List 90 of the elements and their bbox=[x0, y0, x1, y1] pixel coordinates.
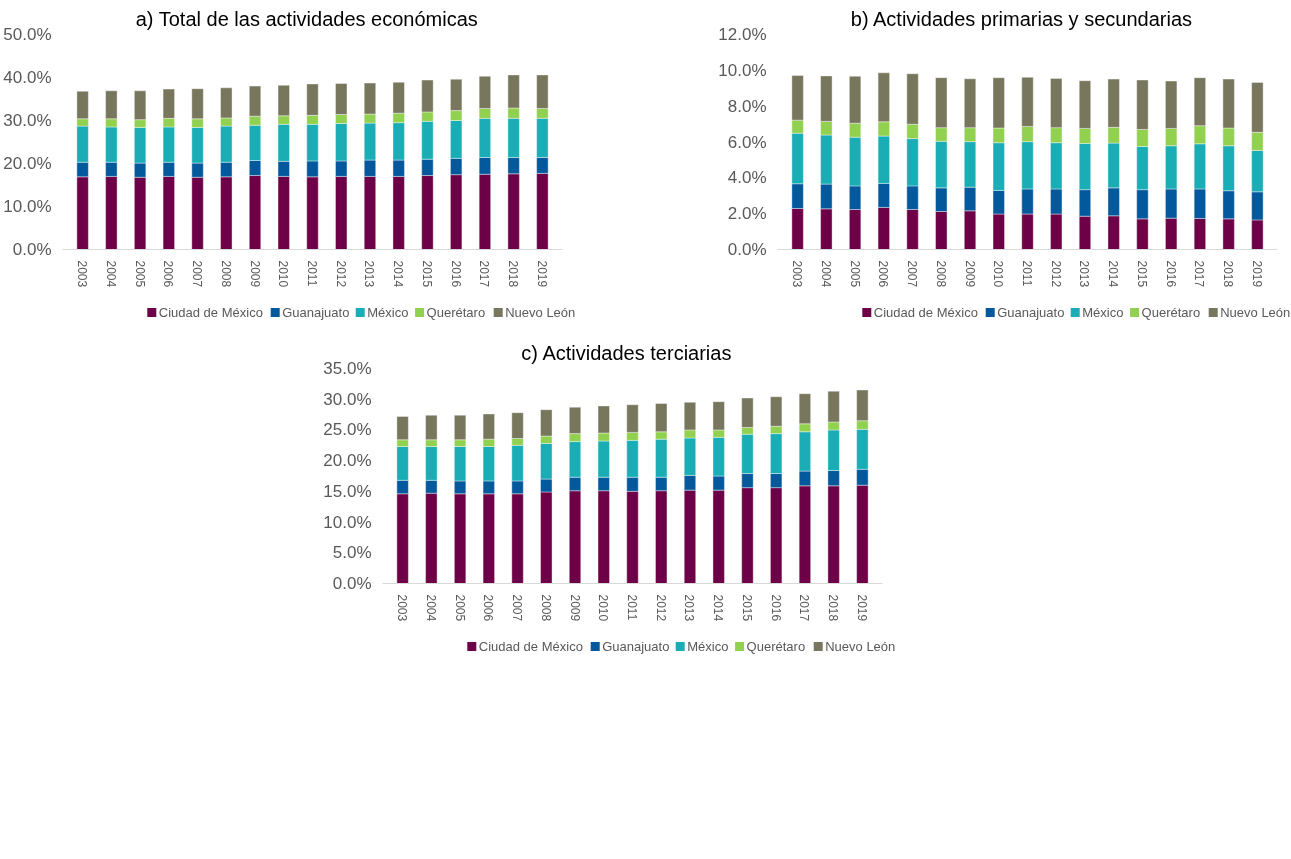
x-tick-label: 2009 bbox=[567, 594, 582, 622]
x-tick-label: 2011 bbox=[625, 594, 639, 621]
y-tick-label: 35.0% bbox=[323, 359, 372, 378]
x-tick-label: 2017 bbox=[477, 260, 492, 288]
x-tick-label: 2008 bbox=[538, 594, 553, 622]
legend-label: Ciudad de México bbox=[873, 305, 978, 320]
x-tick-label: 2019 bbox=[1249, 260, 1264, 288]
y-tick-label: 2.0% bbox=[727, 204, 767, 224]
y-tick-label: 20.0% bbox=[3, 154, 52, 173]
y-tick-label: 40.0% bbox=[3, 68, 52, 87]
y-tick-label: 0.0% bbox=[332, 574, 372, 593]
legend-label: México bbox=[687, 639, 729, 654]
y-tick-label: 8.0% bbox=[727, 96, 767, 116]
x-tick-label: 2005 bbox=[847, 260, 862, 288]
legend-label: Ciudad de México bbox=[478, 639, 583, 654]
x-tick-label: 2013 bbox=[682, 594, 697, 622]
y-tick-label: 30.0% bbox=[3, 111, 52, 130]
y-tick-label: 30.0% bbox=[323, 389, 372, 409]
y-tick-label: 12.0% bbox=[718, 25, 767, 44]
x-tick-label: 2009 bbox=[247, 260, 262, 288]
y-tick-label: 50.0% bbox=[3, 25, 52, 44]
x-tick-label: 2005 bbox=[132, 260, 147, 288]
x-tick-label: 2018 bbox=[1221, 260, 1236, 288]
x-tick-label: 2012 bbox=[333, 260, 348, 288]
x-tick-label: 2018 bbox=[826, 594, 841, 622]
legend-label: México bbox=[1082, 305, 1124, 320]
legend-label: Guanajuato bbox=[997, 305, 1065, 320]
y-tick-label: 10.0% bbox=[718, 60, 767, 80]
x-tick-label: 2015 bbox=[739, 594, 754, 622]
x-tick-label: 2007 bbox=[510, 594, 525, 622]
x-tick-label: 2017 bbox=[797, 594, 812, 622]
x-tick-label: 2006 bbox=[876, 260, 891, 288]
x-tick-label: 2014 bbox=[711, 594, 726, 622]
legend-label: Guanajuato bbox=[282, 305, 350, 320]
x-tick-label: 2019 bbox=[854, 594, 869, 622]
legend-label: Nuevo León bbox=[825, 639, 896, 654]
x-tick-label: 2016 bbox=[768, 594, 783, 622]
x-tick-label: 2008 bbox=[933, 260, 948, 288]
x-tick-label: 2004 bbox=[103, 260, 118, 288]
x-tick-label: 2011 bbox=[305, 260, 319, 287]
x-tick-label: 2009 bbox=[962, 260, 977, 288]
x-tick-label: 2010 bbox=[276, 260, 291, 288]
x-tick-label: 2013 bbox=[1077, 260, 1092, 288]
y-tick-label: 10.0% bbox=[3, 197, 52, 216]
y-tick-label: 10.0% bbox=[323, 512, 372, 532]
x-tick-label: 2006 bbox=[161, 260, 176, 288]
x-tick-label: 2003 bbox=[395, 594, 410, 622]
x-tick-label: 2018 bbox=[506, 260, 521, 288]
x-tick-label: 2006 bbox=[481, 594, 496, 622]
chart-title: b) Actividades primarias y secundarias bbox=[850, 7, 1193, 30]
x-tick-label: 2015 bbox=[1134, 260, 1149, 288]
x-tick-label: 2010 bbox=[596, 594, 611, 622]
y-tick-label: 5.0% bbox=[332, 543, 372, 563]
legend-label: Ciudad de México bbox=[158, 305, 263, 320]
y-tick-label: 15.0% bbox=[323, 481, 372, 501]
x-tick-label: 2017 bbox=[1192, 260, 1207, 288]
x-tick-label: 2011 bbox=[1020, 260, 1034, 287]
x-tick-label: 2014 bbox=[1106, 260, 1121, 288]
x-tick-label: 2003 bbox=[75, 260, 90, 288]
legend-label: Nuevo León bbox=[505, 305, 576, 320]
y-tick-label: 4.0% bbox=[727, 168, 767, 188]
x-tick-label: 2003 bbox=[790, 260, 805, 288]
legend-label: México bbox=[367, 305, 409, 320]
chart-title: c) Actividades terciarias bbox=[521, 341, 732, 364]
legend-label: Querétaro bbox=[746, 639, 806, 654]
x-tick-label: 2008 bbox=[218, 260, 233, 288]
legend-label: Querétaro bbox=[1141, 305, 1201, 320]
x-tick-label: 2014 bbox=[391, 260, 406, 288]
x-tick-label: 2004 bbox=[423, 594, 438, 622]
y-tick-label: 20.0% bbox=[323, 451, 372, 471]
legend-label: Guanajuato bbox=[602, 639, 670, 654]
legend-label: Querétaro bbox=[426, 305, 486, 320]
x-tick-label: 2016 bbox=[448, 260, 463, 288]
legend-label: Nuevo León bbox=[1220, 305, 1291, 320]
chart-title: a) Total de las actividades económicas bbox=[135, 7, 478, 30]
x-tick-label: 2015 bbox=[419, 260, 434, 288]
x-tick-label: 2005 bbox=[452, 594, 467, 622]
x-tick-label: 2012 bbox=[653, 594, 668, 622]
y-tick-label: 25.0% bbox=[323, 420, 372, 440]
x-tick-label: 2004 bbox=[818, 260, 833, 288]
y-tick-label: 6.0% bbox=[727, 132, 767, 152]
x-tick-label: 2016 bbox=[1163, 260, 1178, 288]
y-tick-label: 0.0% bbox=[727, 240, 767, 259]
y-tick-label: 0.0% bbox=[12, 240, 52, 259]
x-tick-label: 2010 bbox=[991, 260, 1006, 288]
x-tick-label: 2013 bbox=[362, 260, 377, 288]
x-tick-label: 2007 bbox=[190, 260, 205, 288]
x-tick-label: 2007 bbox=[905, 260, 920, 288]
x-tick-label: 2019 bbox=[534, 260, 549, 288]
x-tick-label: 2012 bbox=[1048, 260, 1063, 288]
